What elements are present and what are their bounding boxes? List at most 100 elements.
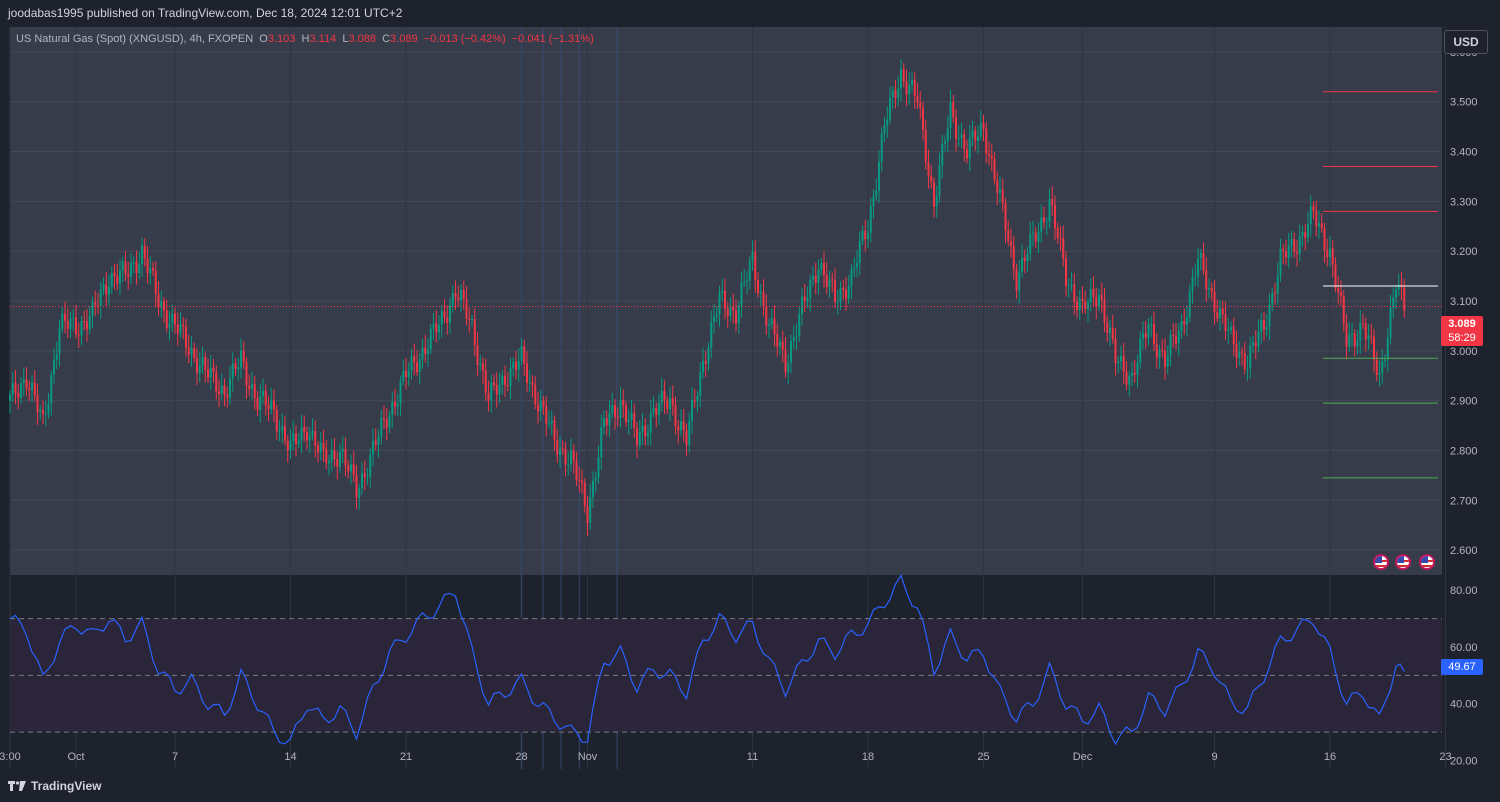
time-axis[interactable]: 3:00 Oct 7 14 21 28 Nov 11 18 25 Dec 9 16 23 bbox=[0, 751, 1452, 763]
candle-body bbox=[611, 404, 614, 413]
candle-body bbox=[322, 442, 325, 450]
candle-body bbox=[806, 298, 809, 302]
candle-body bbox=[1213, 291, 1216, 313]
candle-body bbox=[220, 385, 223, 395]
ohlc-open-label: O bbox=[259, 33, 268, 45]
candle-body bbox=[424, 347, 427, 355]
candle-body bbox=[377, 436, 380, 445]
candle-body bbox=[295, 433, 297, 444]
candle-body bbox=[658, 403, 660, 416]
candle-body bbox=[721, 290, 724, 294]
candle-body bbox=[1122, 355, 1125, 372]
candle-body bbox=[185, 326, 187, 348]
candle-body bbox=[273, 400, 275, 410]
ohlc-open-value: 3.103 bbox=[267, 33, 296, 45]
candle-body bbox=[768, 324, 770, 326]
candle-body bbox=[1221, 308, 1224, 315]
candle-body bbox=[1199, 253, 1202, 259]
time-tick-label: 11 bbox=[747, 751, 758, 763]
candle-body bbox=[1246, 368, 1249, 370]
candle-body bbox=[110, 272, 113, 287]
candle-body bbox=[773, 318, 776, 335]
candle-body bbox=[1241, 351, 1243, 353]
candle-body bbox=[729, 306, 732, 316]
symbol-name: US Natural Gas (Spot) (XNGUSD), 4h, FXOP… bbox=[16, 33, 254, 45]
candle-body bbox=[352, 464, 355, 476]
candle-body bbox=[44, 413, 47, 415]
candle-body bbox=[985, 128, 988, 154]
candle-body bbox=[421, 347, 424, 360]
candle-body bbox=[468, 318, 471, 320]
candle-body bbox=[66, 320, 69, 329]
price-tick-label: 3.400 bbox=[1450, 147, 1478, 159]
candle-body bbox=[473, 319, 476, 346]
candle-body bbox=[314, 431, 317, 446]
candle-body bbox=[69, 318, 72, 329]
currency-button[interactable]: USD bbox=[1444, 30, 1488, 54]
candle-body bbox=[583, 482, 586, 506]
candle-body bbox=[1197, 258, 1199, 277]
candle-body bbox=[1164, 350, 1166, 367]
candle-body bbox=[957, 138, 960, 140]
price-levels[interactable] bbox=[10, 91, 1442, 479]
us-flag-icon[interactable] bbox=[1373, 554, 1389, 570]
candle-body bbox=[190, 347, 193, 355]
rsi-axis[interactable]: 80.00 60.00 40.00 20.00 bbox=[1450, 585, 1478, 767]
candle-body bbox=[886, 119, 889, 126]
candle-body bbox=[798, 314, 801, 336]
candle-body bbox=[512, 361, 515, 368]
candle-body bbox=[817, 269, 820, 284]
candle-body bbox=[11, 382, 14, 395]
candle-body bbox=[1312, 206, 1315, 211]
time-tick-label: 14 bbox=[284, 751, 296, 763]
candle-body bbox=[960, 134, 963, 139]
candle-body bbox=[1345, 322, 1348, 347]
candle-body bbox=[1216, 312, 1219, 319]
candle-body bbox=[443, 310, 446, 318]
candle-body bbox=[284, 426, 286, 441]
candle-body bbox=[1166, 355, 1169, 367]
candle-body bbox=[677, 426, 680, 431]
candle-body bbox=[306, 432, 308, 441]
candle-body bbox=[823, 262, 825, 275]
candle-body bbox=[168, 323, 171, 328]
candle-body bbox=[1081, 298, 1084, 302]
candle-body bbox=[924, 129, 927, 163]
candle-body bbox=[1238, 351, 1241, 358]
candle-body bbox=[410, 356, 413, 371]
candle-body bbox=[1279, 248, 1282, 276]
candle-body bbox=[674, 405, 677, 427]
footer[interactable]: TradingView bbox=[8, 779, 101, 793]
candle-body bbox=[784, 349, 787, 373]
candle-body bbox=[897, 88, 900, 99]
candle-body bbox=[1169, 334, 1172, 356]
candle-body bbox=[930, 175, 933, 182]
candle-body bbox=[218, 391, 220, 395]
candle-body bbox=[1183, 321, 1186, 325]
candle-body bbox=[856, 263, 858, 268]
candle-body bbox=[570, 450, 572, 465]
candle-body bbox=[526, 363, 528, 384]
candle-body bbox=[517, 360, 520, 370]
candle-body bbox=[1375, 359, 1378, 375]
candle-body bbox=[845, 289, 847, 299]
candle-body bbox=[223, 385, 226, 395]
candle-body bbox=[971, 130, 974, 139]
candle-body bbox=[625, 405, 627, 423]
candle-body bbox=[405, 370, 407, 378]
us-flag-icon[interactable] bbox=[1395, 554, 1411, 570]
candle-body bbox=[1073, 284, 1076, 302]
candle-body bbox=[641, 425, 644, 432]
candle-body bbox=[1109, 327, 1111, 334]
candle-body bbox=[116, 276, 119, 284]
rsi-value-tag: 49.67 bbox=[1441, 659, 1483, 675]
us-flag-icon[interactable] bbox=[1419, 554, 1435, 570]
candle-body bbox=[1172, 334, 1175, 337]
candle-body bbox=[682, 421, 685, 431]
candle-body bbox=[1326, 250, 1329, 258]
candle-body bbox=[171, 313, 174, 324]
price-axis[interactable]: 3.6003.5003.4003.3003.2003.1003.0002.900… bbox=[1450, 47, 1478, 557]
candle-body bbox=[1076, 301, 1078, 311]
rsi-indicator bbox=[9, 573, 1405, 746]
